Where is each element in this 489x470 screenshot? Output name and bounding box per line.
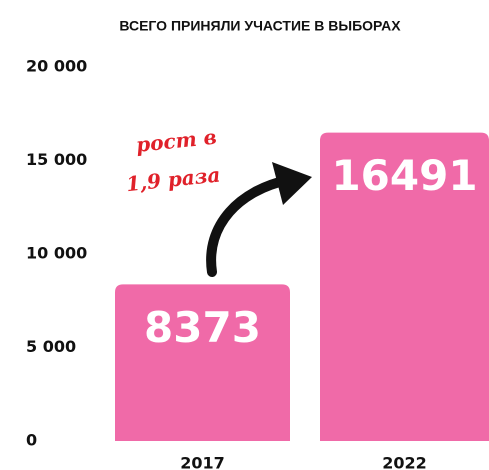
y-tick-label: 0	[26, 431, 37, 450]
y-tick-label: 5 000	[26, 337, 76, 356]
value-label: 8373	[144, 303, 261, 352]
y-tick-label: 10 000	[26, 244, 87, 263]
x-tick-label: 2022	[382, 454, 427, 470]
x-tick-label: 2017	[180, 454, 225, 470]
value-label: 16491	[331, 151, 477, 200]
chart-title: ВСЕГО ПРИНЯЛИ УЧАСТИЕ В ВЫБОРАХ	[119, 18, 401, 34]
arrow	[206, 175, 293, 277]
bar	[320, 132, 489, 442]
y-tick-label: 15 000	[26, 150, 87, 169]
arrow-head	[272, 162, 312, 205]
annotation-line: 1,9 раза	[125, 162, 221, 196]
y-tick-label: 20 000	[26, 57, 87, 76]
bar	[115, 284, 290, 441]
annotation-line: рост в	[135, 125, 218, 157]
annotation: рост в 1,9 раза	[125, 125, 221, 197]
